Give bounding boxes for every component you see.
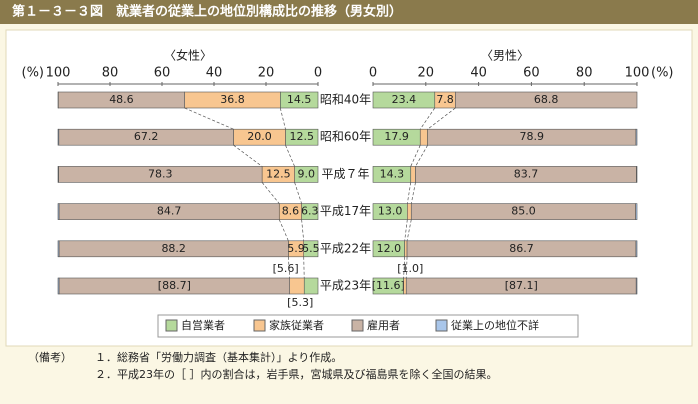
bar-segment: [58, 166, 59, 182]
value-label: 68.8: [534, 93, 559, 106]
category-label: 昭和60年: [320, 130, 371, 144]
x-tick-label: 80: [102, 66, 119, 81]
legend-swatch: [352, 320, 363, 331]
legend-swatch: [254, 320, 265, 331]
bar-segment: [58, 241, 59, 257]
value-label: 86.7: [509, 242, 534, 255]
legend-swatch: [436, 320, 447, 331]
value-label: 36.8: [220, 93, 245, 106]
value-label: 8.6: [282, 205, 300, 218]
value-label: 23.4: [392, 93, 417, 106]
value-label: [87.1]: [505, 279, 538, 292]
value-label: 5.9: [287, 242, 305, 255]
panel-label: 〈男性〉: [481, 49, 529, 63]
x-tick-label: 100: [46, 66, 71, 81]
value-label: 7.8: [436, 93, 454, 106]
value-label: 13.0: [378, 205, 403, 218]
category-label: 平成23年: [320, 279, 371, 293]
bar-segment: [404, 278, 407, 294]
category-label: 平成22年: [320, 241, 371, 255]
category-label: 昭和40年: [320, 93, 371, 107]
value-label: 14.3: [380, 167, 405, 180]
value-label: 67.2: [134, 130, 159, 143]
unit-label: (%): [22, 66, 45, 81]
value-label: 84.7: [157, 205, 182, 218]
value-label: 78.3: [148, 167, 173, 180]
value-label: 12.0: [377, 242, 402, 255]
value-label: 78.9: [520, 130, 545, 143]
x-tick-label: 100: [625, 66, 650, 81]
value-label: 9.0: [298, 167, 316, 180]
bar-segment: [58, 129, 59, 145]
value-label: 12.5: [266, 167, 291, 180]
bar-segment: [636, 204, 637, 220]
x-tick-label: 40: [206, 66, 223, 81]
legend-label: 自営業者: [181, 318, 225, 332]
bar-segment: [636, 241, 637, 257]
x-tick-label: 60: [154, 66, 171, 81]
note: １．総務省「労働力調査（基本集計）」より作成。: [95, 350, 342, 364]
bar-segment: [420, 129, 427, 145]
bar-segment: [405, 241, 407, 257]
value-label: 14.5: [287, 93, 312, 106]
value-label: 17.9: [384, 130, 409, 143]
value-label: 85.0: [511, 205, 536, 218]
legend-label: 雇用者: [367, 318, 400, 332]
bar-segment: [411, 166, 416, 182]
bar-segment: [407, 204, 411, 220]
legend-swatch: [166, 320, 177, 331]
panel-label: 〈女性〉: [164, 48, 212, 63]
value-label: 12.5: [290, 130, 315, 143]
bar-segment: [290, 278, 305, 294]
bar-segment: [58, 204, 59, 220]
value-label: [11.6]: [372, 279, 405, 292]
x-tick-label: 80: [576, 66, 593, 81]
x-tick-label: 20: [258, 66, 275, 81]
value-label: 88.2: [161, 242, 186, 255]
chart-title: 第１－３－３図 就業者の従業上の地位別構成比の推移（男女別）: [12, 4, 402, 20]
value-label: [5.6]: [273, 262, 299, 275]
x-tick-label: 0: [314, 66, 322, 81]
value-label: 20.0: [247, 130, 272, 143]
bar-segment: [636, 129, 637, 145]
legend-label: 従業上の地位不詳: [451, 318, 539, 332]
value-label: 6.3: [301, 205, 319, 218]
bar-segment: [636, 278, 637, 294]
value-label: [5.3]: [287, 296, 313, 309]
value-label: [88.7]: [158, 279, 191, 292]
x-tick-label: 60: [523, 66, 540, 81]
value-label: 48.6: [109, 93, 134, 106]
x-tick-label: 0: [369, 66, 377, 81]
note: ２．平成23年の［ ］内の割合は，岩手県，宮城県及び福島県を除く全国の結果。: [95, 367, 498, 381]
notes-label: （備考）: [28, 351, 72, 364]
category-label: 平成７年: [321, 167, 369, 181]
value-label: [1.0]: [397, 262, 423, 275]
category-label: 平成17年: [320, 204, 371, 218]
bar-segment: [636, 166, 637, 182]
unit-label: (%): [651, 66, 674, 81]
bar-segment: [304, 278, 318, 294]
value-label: 83.7: [514, 167, 539, 180]
bar-segment: [58, 278, 59, 294]
x-tick-label: 20: [418, 66, 435, 81]
x-tick-label: 40: [470, 66, 487, 81]
legend-label: 家族従業者: [269, 318, 324, 332]
